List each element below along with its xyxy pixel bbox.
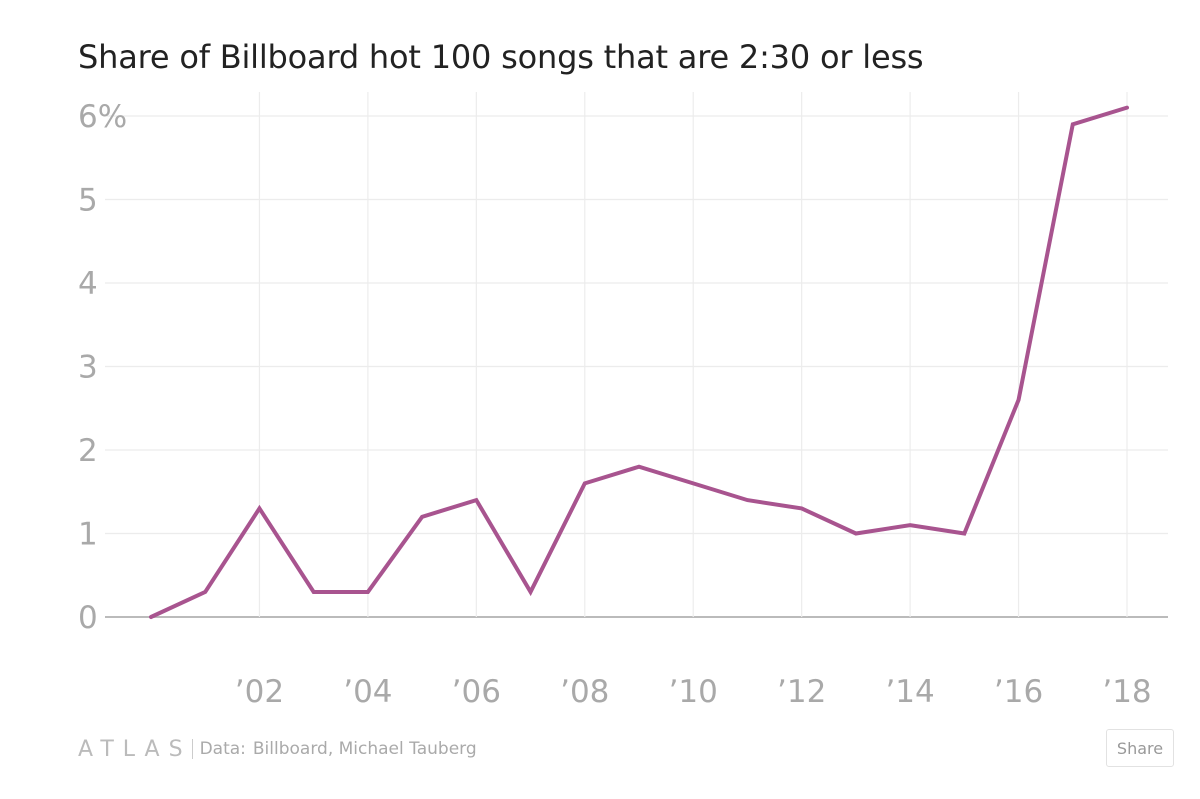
data-point <box>637 465 641 469</box>
x-tick-label: ’10 <box>669 674 718 710</box>
data-point <box>474 498 478 502</box>
x-tick-label: ’18 <box>1102 674 1151 710</box>
x-tick-label: ’14 <box>885 674 934 710</box>
data-point <box>149 615 153 619</box>
data-point <box>1017 398 1021 402</box>
data-point <box>529 590 533 594</box>
y-tick-label: 0 <box>78 600 98 636</box>
data-point <box>854 532 858 536</box>
data-point <box>908 523 912 527</box>
data-point <box>800 506 804 510</box>
grid <box>105 92 1168 618</box>
data-point <box>962 532 966 536</box>
data-point <box>420 515 424 519</box>
data-point <box>1071 122 1075 126</box>
y-axis-ticks: 0 1 2 3 4 5 6% <box>78 99 127 636</box>
y-tick-label: 5 <box>78 183 98 219</box>
data-point <box>366 590 370 594</box>
y-tick-label: 1 <box>78 517 98 553</box>
y-tick-label: 3 <box>78 350 98 386</box>
data-point <box>203 590 207 594</box>
footer-divider <box>191 739 193 759</box>
x-tick-label: ’06 <box>452 674 501 710</box>
y-tick-label: 2 <box>78 433 98 469</box>
x-tick-label: ’16 <box>994 674 1043 710</box>
data-point <box>257 506 261 510</box>
y-tick-label: 4 <box>78 266 98 302</box>
data-point <box>312 590 316 594</box>
data-point <box>691 481 695 485</box>
x-tick-label: ’04 <box>343 674 392 710</box>
atlas-logo: ATLAS <box>78 736 192 762</box>
x-tick-label: ’08 <box>560 674 609 710</box>
source-label: Data: <box>199 739 246 759</box>
chart-title: Share of Billboard hot 100 songs that ar… <box>78 38 924 76</box>
series-line <box>149 105 1129 619</box>
x-tick-label: ’12 <box>777 674 826 710</box>
source-value: Billboard, Michael Tauberg <box>252 739 477 759</box>
series <box>149 105 1129 619</box>
data-point <box>1125 106 1129 110</box>
y-tick-label: 6% <box>78 99 127 135</box>
share-button[interactable]: Share <box>1106 729 1174 767</box>
x-axis-ticks: ’02 ’04 ’06 ’08 ’10 ’12 ’14 ’16 ’18 <box>235 674 1152 710</box>
data-point <box>745 498 749 502</box>
chart-footer: ATLAS Data: Billboard, Michael Tauberg <box>78 734 477 764</box>
data-point <box>583 481 587 485</box>
x-tick-label: ’02 <box>235 674 284 710</box>
